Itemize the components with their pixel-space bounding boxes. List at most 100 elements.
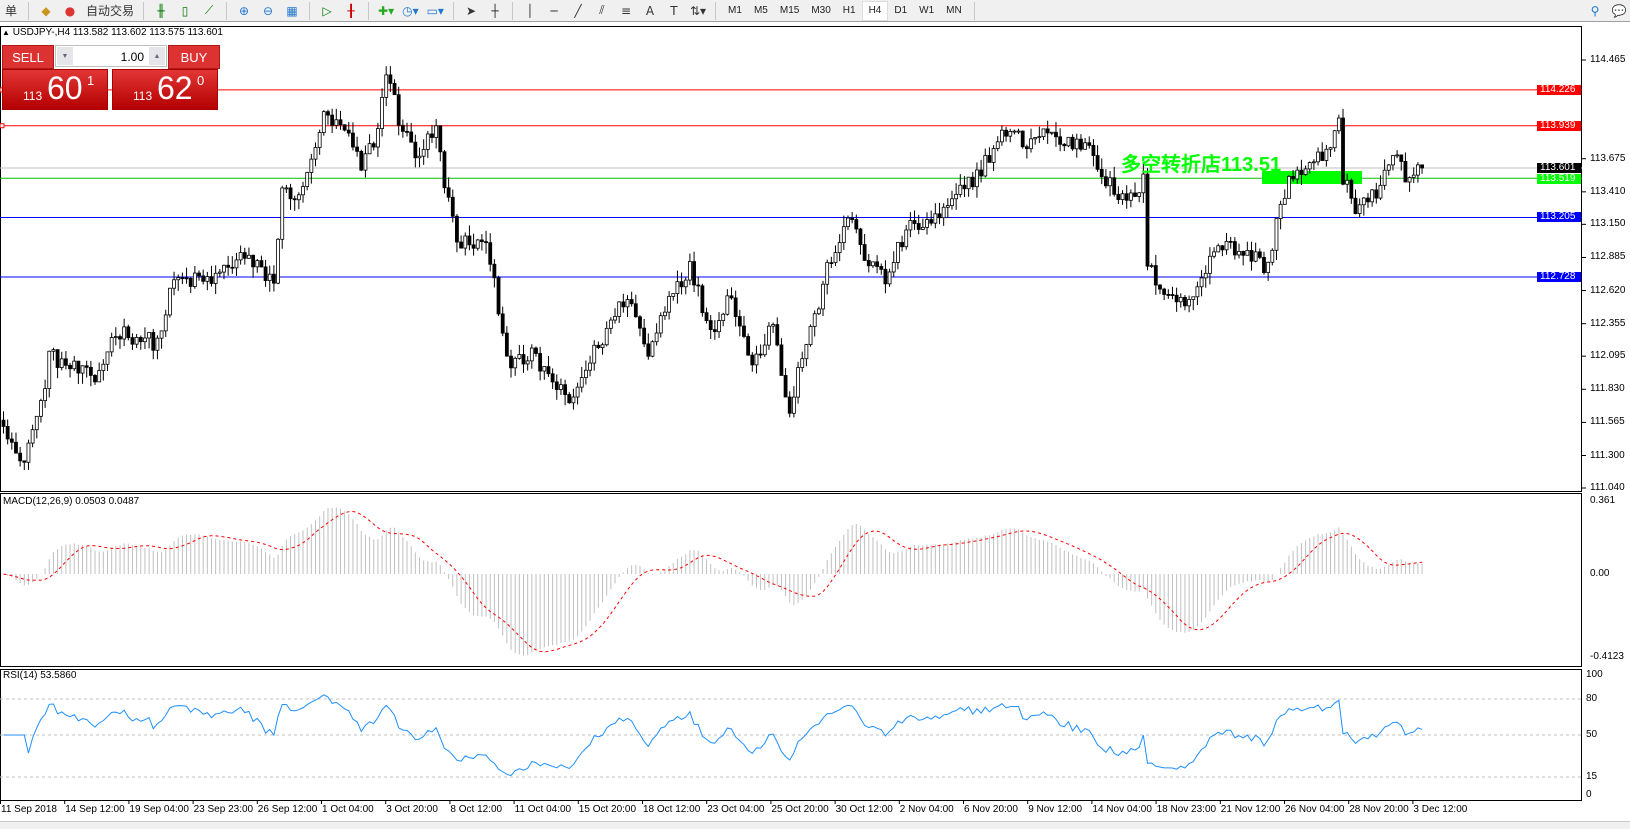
candle — [1212, 251, 1216, 257]
text-label-icon[interactable]: T — [670, 3, 678, 18]
candle — [767, 325, 771, 346]
candle — [1203, 272, 1208, 279]
candle — [1120, 193, 1125, 200]
cursor-icon[interactable]: ➤ — [465, 3, 476, 18]
candle — [371, 143, 376, 148]
sell-price-pips: 60 — [47, 70, 83, 106]
candle — [700, 285, 705, 314]
timeframe-mn[interactable]: MN — [946, 5, 962, 16]
candle — [717, 320, 721, 333]
chat-icon[interactable]: 💬 — [1611, 3, 1627, 18]
candlestick-icon[interactable]: ▯ — [181, 3, 189, 18]
timeframe-h1[interactable]: H1 — [842, 5, 856, 16]
candle — [68, 364, 72, 370]
price-axis-label: 112.620 — [1590, 284, 1626, 296]
bar-chart-icon[interactable]: ╫ — [157, 3, 165, 18]
candle — [904, 229, 909, 248]
fibonacci-icon[interactable]: ⫽ — [599, 3, 605, 17]
menu-fragment[interactable]: 单 — [4, 4, 17, 18]
tile-windows-icon[interactable]: ▦ — [286, 3, 298, 18]
candle — [305, 172, 310, 187]
search-icon[interactable]: ⚲ — [1590, 3, 1600, 18]
buy-button[interactable]: BUY — [168, 45, 220, 69]
time-axis-label: 18 Oct 12:00 — [643, 804, 701, 815]
zoom-out-icon[interactable]: ⊖ — [262, 3, 274, 18]
gann-icon[interactable]: ≡ — [620, 3, 631, 18]
timeframe-m30[interactable]: M30 — [811, 5, 831, 16]
price-axis-label: 113.675 — [1590, 152, 1626, 164]
candle — [837, 242, 842, 253]
candle — [1245, 250, 1250, 256]
experts-icon[interactable]: ◆ — [41, 3, 51, 18]
candle — [1145, 173, 1150, 267]
timeframe-w1[interactable]: W1 — [919, 5, 935, 16]
volume-field[interactable]: ▼ 1.00 ▲ — [55, 45, 167, 67]
text-icon[interactable]: A — [645, 3, 655, 18]
candle — [1041, 128, 1046, 138]
candle — [400, 124, 405, 132]
candle — [51, 349, 56, 352]
macd-label: MACD(12,26,9) 0.0503 0.0487 — [3, 496, 140, 507]
candle — [430, 133, 434, 138]
candle — [176, 277, 181, 281]
timeframe-m15[interactable]: M15 — [779, 5, 800, 16]
buy-price-fraction: 0 — [197, 73, 205, 88]
periods-clock-icon[interactable]: ◷▾ — [402, 3, 419, 18]
candle — [654, 332, 659, 343]
price-axis-label: 111.565 — [1590, 416, 1625, 428]
timeframe-m5[interactable]: M5 — [753, 5, 768, 16]
volume-down-icon[interactable]: ▼ — [57, 47, 73, 65]
candle — [392, 83, 397, 96]
price-line-label: 114.226 — [1537, 84, 1581, 95]
sell-price[interactable]: 113 60 1 — [2, 69, 108, 110]
candle — [130, 337, 135, 345]
time-axis-label: 2 Nov 04:00 — [899, 804, 954, 815]
buy-price[interactable]: 113 62 0 — [112, 69, 218, 110]
chart-canvas[interactable] — [0, 22, 1630, 821]
horizontal-line-icon[interactable]: ─ — [550, 3, 558, 18]
candle — [821, 283, 825, 310]
rsi-axis-label: 15 — [1586, 771, 1598, 782]
candle — [159, 330, 164, 339]
autoscroll-icon[interactable]: ▷ — [322, 3, 332, 18]
indicators-icon[interactable]: ✚▾ — [378, 3, 395, 18]
candle — [841, 226, 846, 243]
candle — [1195, 286, 1200, 298]
sell-button[interactable]: SELL — [2, 45, 54, 69]
trendline-icon[interactable]: ╱ — [574, 3, 582, 18]
candle — [201, 275, 206, 282]
autotrade-button[interactable]: 自动交易 — [86, 4, 135, 18]
candle — [109, 337, 114, 353]
timeframe-h4[interactable]: H4 — [861, 0, 889, 21]
candle — [970, 176, 975, 188]
crosshair-icon[interactable]: ┼ — [491, 3, 499, 18]
line-handle[interactable] — [0, 123, 5, 129]
candle — [1241, 250, 1246, 256]
arrows-icon[interactable]: ⇅▾ — [689, 3, 707, 18]
vertical-line-icon[interactable]: │ — [526, 3, 534, 18]
price-axis-label: 112.885 — [1590, 251, 1626, 263]
line-chart-icon[interactable]: ⟋ — [204, 3, 214, 17]
autotrade-icon[interactable]: ● — [64, 3, 76, 18]
volume-value[interactable]: 1.00 — [120, 50, 144, 64]
volume-up-icon[interactable]: ▲ — [149, 47, 165, 65]
candle — [1303, 168, 1308, 175]
timeframe-d1[interactable]: D1 — [894, 5, 908, 16]
chart-annotation-text[interactable]: 多空转折店113.51 — [1121, 154, 1282, 176]
time-axis-label: 30 Oct 12:00 — [835, 804, 893, 815]
candle — [891, 262, 896, 273]
candle — [80, 365, 85, 374]
chart-shift-icon[interactable]: ╂ — [347, 3, 355, 18]
candle — [1124, 193, 1129, 201]
candle — [405, 130, 409, 133]
zoom-in-icon[interactable]: ⊕ — [238, 3, 250, 18]
candle — [1004, 129, 1008, 137]
macd-series — [3, 507, 1423, 656]
candle — [88, 366, 93, 376]
annotation-rectangle[interactable] — [1262, 171, 1362, 184]
time-axis-label: 9 Nov 12:00 — [1028, 804, 1083, 815]
candle — [737, 316, 742, 327]
candle — [1104, 176, 1108, 187]
timeframe-m1[interactable]: M1 — [728, 5, 742, 16]
templates-icon[interactable]: ▭▾ — [426, 3, 444, 18]
